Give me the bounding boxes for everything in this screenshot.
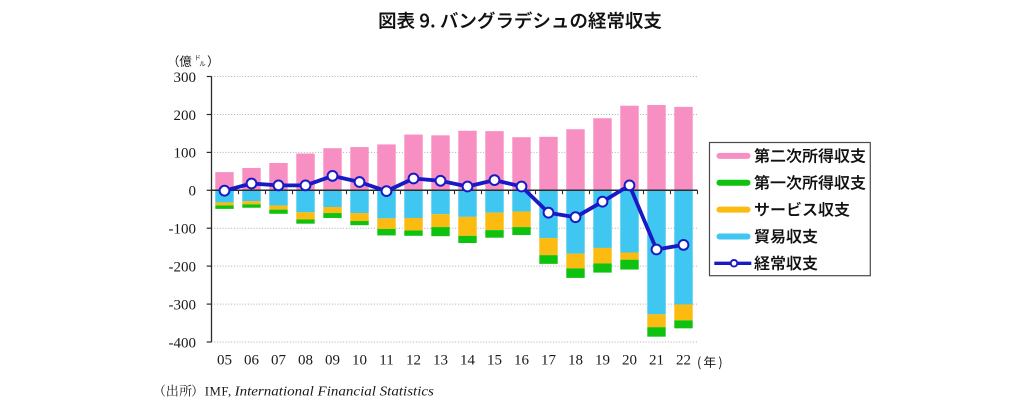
svg-text:08: 08 [298,353,313,369]
svg-text:-400: -400 [169,335,197,351]
svg-text:21: 21 [649,353,664,369]
svg-text:14: 14 [460,353,476,369]
svg-text:12: 12 [406,353,421,369]
svg-text:19: 19 [595,353,610,369]
svg-text:10: 10 [352,353,367,369]
svg-text:09: 09 [325,353,340,369]
svg-text:15: 15 [487,353,502,369]
svg-text:11: 11 [379,353,393,369]
svg-text:05: 05 [217,353,232,369]
svg-text:07: 07 [271,353,287,369]
svg-text:IMF,: IMF, [205,385,231,399]
svg-text:-100: -100 [169,222,197,238]
svg-text:300: 300 [174,70,197,86]
svg-text:100: 100 [174,146,197,162]
svg-text:200: 200 [174,108,197,124]
svg-text:16: 16 [514,353,530,369]
svg-text:22: 22 [676,353,691,369]
svg-text:International Financial Statis: International Financial Statistics [234,384,435,399]
svg-text:06: 06 [244,353,260,369]
svg-text:0: 0 [189,184,197,200]
svg-text:-200: -200 [169,259,197,275]
svg-text:20: 20 [622,353,637,369]
svg-text:17: 17 [541,353,557,369]
svg-text:13: 13 [433,353,448,369]
svg-text:18: 18 [568,353,583,369]
svg-text:-300: -300 [169,297,197,313]
